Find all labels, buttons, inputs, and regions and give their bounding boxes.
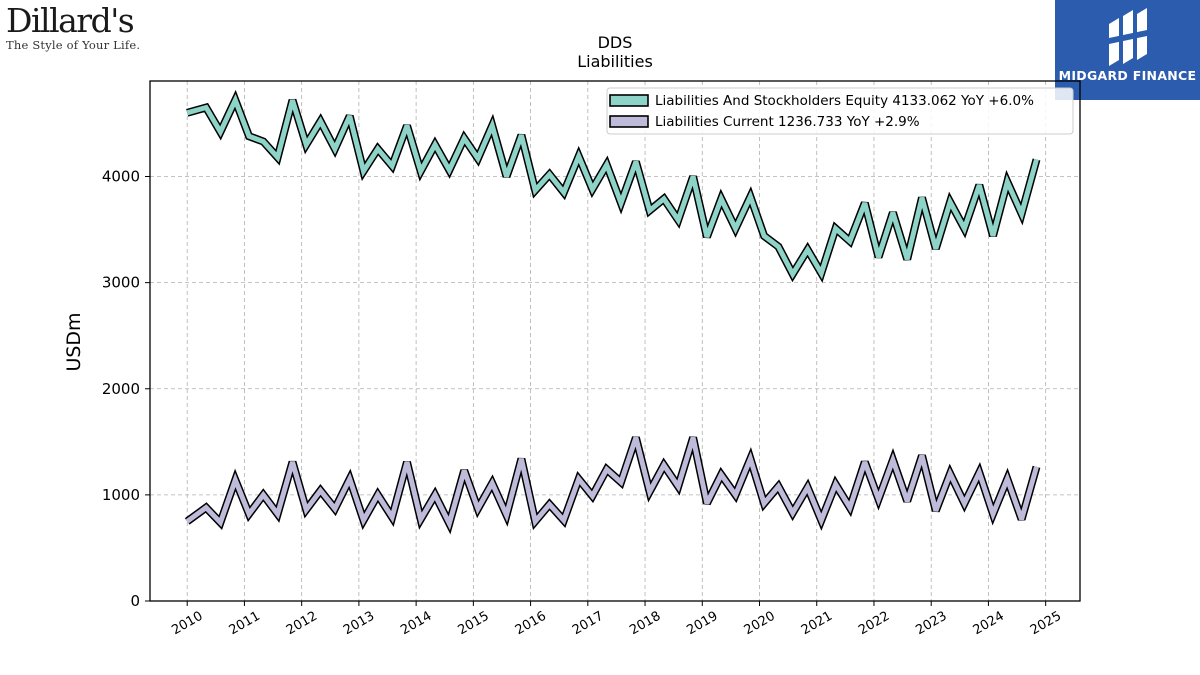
x-tick-label: 2015	[456, 609, 492, 639]
legend-label: Liabilities And Stockholders Equity 4133…	[655, 93, 1034, 109]
series-line	[185, 436, 1039, 531]
legend-swatch	[609, 94, 649, 107]
y-tick-label: 0	[130, 592, 140, 610]
x-tick-label: 2021	[799, 609, 835, 639]
x-tick-label: 2023	[913, 609, 949, 639]
x-tick-label: 2010	[169, 609, 205, 639]
y-tick-label: 2000	[102, 380, 140, 398]
chart-title: DDS	[598, 33, 633, 52]
x-tick-label: 2012	[284, 609, 320, 639]
legend-swatch	[609, 115, 649, 128]
y-tick-label: 3000	[102, 274, 140, 292]
midgard-finance-brand: MIDGARD FINANCE	[1058, 68, 1197, 83]
midgard-finance-logo: MIDGARD FINANCE	[1055, 0, 1200, 100]
y-tick-label: 4000	[102, 168, 140, 186]
x-tick-label: 2013	[341, 609, 377, 639]
x-tick-label: 2016	[513, 609, 549, 639]
plot-frame	[149, 80, 1081, 602]
x-tick-label: 2019	[684, 609, 720, 639]
series-outline	[184, 436, 1041, 535]
series-lines	[184, 89, 1041, 535]
x-tick-label: 2024	[971, 609, 1007, 639]
x-tick-label: 2018	[627, 609, 663, 639]
x-tick-label: 2014	[398, 609, 434, 639]
chart-subtitle: Liabilities	[577, 52, 653, 71]
x-tick-label: 2017	[570, 609, 606, 639]
series-line	[186, 93, 1039, 280]
legend-label: Liabilities Current 1236.733 YoY +2.9%	[655, 114, 920, 130]
logo-wordmark: Dillard's	[6, 1, 135, 40]
y-axis-label: USDm	[63, 312, 85, 371]
y-tick-label: 1000	[102, 486, 140, 504]
x-tick-label: 2022	[856, 609, 892, 639]
logo-tagline: The Style of Your Life.	[6, 38, 141, 52]
legend-box	[606, 87, 1074, 135]
grid-lines	[150, 81, 1080, 602]
x-tick-label: 2025	[1028, 609, 1064, 639]
axes: 0 1000 2000 3000 4000 2010 2011 2012 2013 2014 201…	[102, 80, 1081, 639]
x-tick-label: 2011	[227, 609, 263, 639]
x-tick-label: 2020	[742, 609, 778, 639]
midgard-finance-logo-icon	[1109, 8, 1147, 66]
legend: Liabilities And Stockholders Equity 4133…	[606, 87, 1074, 135]
dillards-logo: Dillard's The Style of Your Life.	[6, 1, 141, 53]
